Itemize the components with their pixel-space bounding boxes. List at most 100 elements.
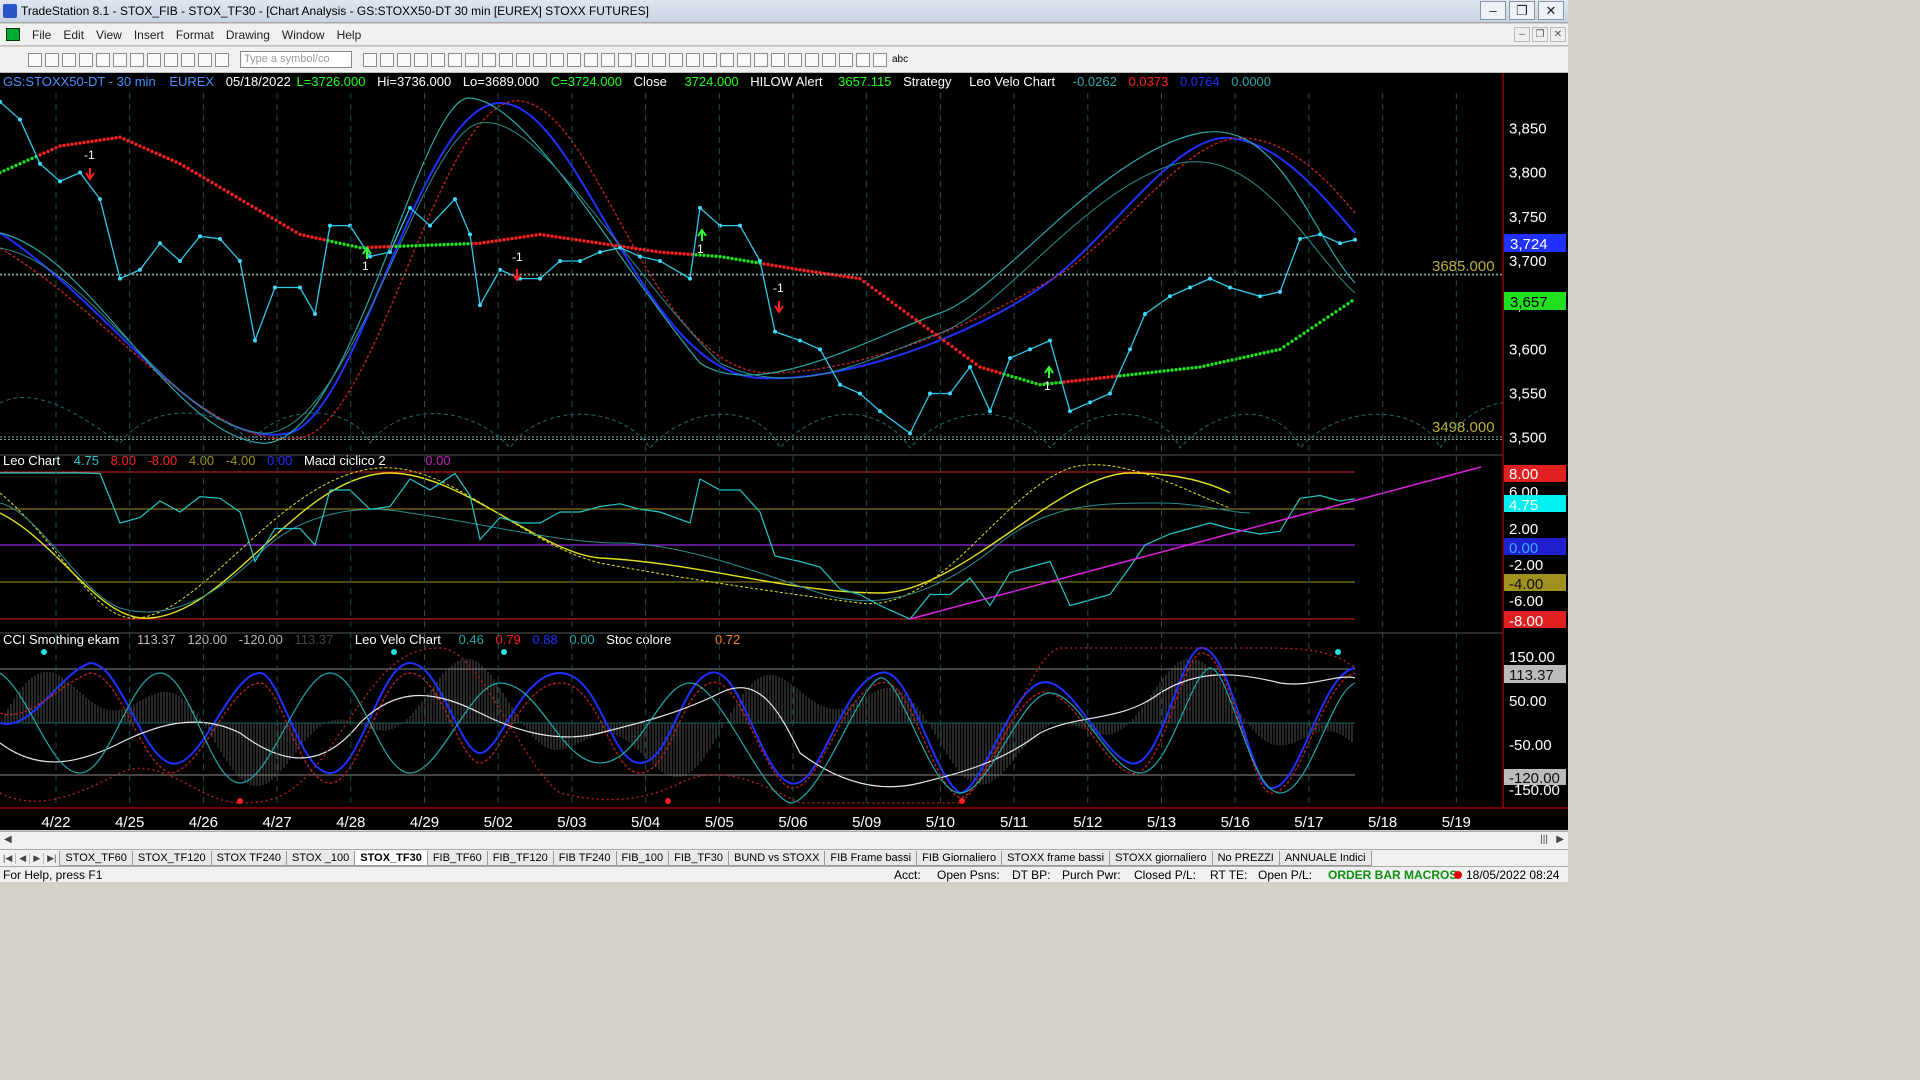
price-axis-tick: 3,750 xyxy=(1509,209,1547,226)
lock-icon[interactable] xyxy=(181,52,195,67)
menu-insert[interactable]: Insert xyxy=(133,27,164,42)
tab-fib-frame-bassi[interactable]: FIB Frame bassi xyxy=(824,850,918,866)
symbol-input[interactable]: Type a symbol/co xyxy=(240,51,352,68)
minimize-button[interactable]: – xyxy=(1480,1,1506,20)
tab-first-icon[interactable]: |◀ xyxy=(0,852,17,864)
tab-fib-tf240[interactable]: FIB TF240 xyxy=(552,850,617,866)
hline-icon[interactable] xyxy=(754,52,768,67)
close-button[interactable]: ✕ xyxy=(1538,1,1564,20)
menu-drawing[interactable]: Drawing xyxy=(225,27,270,42)
tab-stox-tf60[interactable]: STOX_TF60 xyxy=(59,850,133,866)
scroll-left-icon[interactable]: ◀ xyxy=(4,834,12,845)
candle-icon[interactable] xyxy=(550,52,564,67)
chart-window-icon[interactable] xyxy=(6,28,20,41)
strategy-icon[interactable] xyxy=(465,52,479,67)
lookup-icon[interactable] xyxy=(380,52,394,67)
tab-fib-giornaliero[interactable]: FIB Giornaliero xyxy=(916,850,1003,866)
compress-icon[interactable] xyxy=(584,52,598,67)
crosshair-icon[interactable] xyxy=(669,52,683,67)
tab-stox-100[interactable]: STOX _100 xyxy=(286,850,356,866)
arrow-down-icon[interactable] xyxy=(822,52,836,67)
globe-icon[interactable] xyxy=(215,52,229,67)
tab-next-icon[interactable]: ▶ xyxy=(30,852,45,864)
data-window-icon[interactable] xyxy=(703,52,717,67)
menu-view[interactable]: View xyxy=(96,27,122,42)
print-preview-icon[interactable] xyxy=(130,52,144,67)
fib-icon[interactable] xyxy=(788,52,802,67)
price-point xyxy=(18,117,22,122)
chart-area[interactable]: -1 1 -1 1 -1 1 GS:STOXX50-DT - 30 min EU… xyxy=(0,73,1568,831)
horizontal-scrollbar[interactable]: ◀ ||| ▶ xyxy=(0,831,1568,849)
scroll-thumb[interactable]: ||| xyxy=(1540,834,1548,845)
go-icon[interactable] xyxy=(363,52,377,67)
tab-fib-100[interactable]: FIB_100 xyxy=(615,850,670,866)
open-icon[interactable] xyxy=(45,52,59,67)
menu-file[interactable]: File xyxy=(32,27,52,42)
menu-edit[interactable]: Edit xyxy=(63,27,85,42)
radar-icon[interactable] xyxy=(516,52,530,67)
chart-svg[interactable]: -1 1 -1 1 -1 1 GS:STOXX50-DT - 30 min EU… xyxy=(0,73,1568,831)
layout-icon[interactable] xyxy=(164,52,178,67)
ellipse-icon[interactable] xyxy=(856,52,870,67)
matrix-icon[interactable] xyxy=(482,52,496,67)
gann-icon[interactable] xyxy=(805,52,819,67)
new-icon[interactable] xyxy=(28,52,42,67)
indicator-icon[interactable] xyxy=(448,52,462,67)
restore-button[interactable]: ❐ xyxy=(1509,1,1535,20)
price-axis-tick: 3,800 xyxy=(1509,165,1547,182)
window-icon[interactable] xyxy=(147,52,161,67)
table-icon[interactable] xyxy=(431,52,445,67)
pen-icon[interactable] xyxy=(720,52,734,67)
hilow-dot xyxy=(458,242,462,246)
grid-icon[interactable] xyxy=(414,52,428,67)
channel-icon[interactable] xyxy=(771,52,785,67)
print-icon[interactable] xyxy=(113,52,127,67)
tab-stox-tf30[interactable]: STOX_TF30 xyxy=(354,850,428,866)
tab-stoxx-frame-bassi[interactable]: STOXX frame bassi xyxy=(1001,850,1111,866)
tab-fib-tf120[interactable]: FIB_TF120 xyxy=(486,850,554,866)
scanner-icon[interactable] xyxy=(499,52,513,67)
tab-fib-tf30[interactable]: FIB_TF30 xyxy=(668,850,730,866)
zoom-in-icon[interactable] xyxy=(618,52,632,67)
hilow-dot xyxy=(438,243,442,247)
tab-prev-icon[interactable]: ◀ xyxy=(16,852,31,864)
date-axis-label: 5/10 xyxy=(926,814,955,830)
tab-stox-tf120[interactable]: STOX_TF120 xyxy=(131,850,212,866)
tab-stox-tf240[interactable]: STOX TF240 xyxy=(210,850,287,866)
hilow-dot xyxy=(46,149,50,154)
text-tool-icon[interactable]: abc xyxy=(892,54,909,65)
line-icon[interactable] xyxy=(567,52,581,67)
menu-window[interactable]: Window xyxy=(281,27,325,42)
expand-icon[interactable] xyxy=(601,52,615,67)
tab-no-prezzi[interactable]: No PREZZI xyxy=(1211,850,1280,866)
folder-icon[interactable] xyxy=(96,52,110,67)
mdi-restore-button[interactable]: ❐ xyxy=(1532,27,1548,42)
cursor-icon[interactable] xyxy=(652,52,666,67)
price-point xyxy=(578,258,582,263)
hilow-dot xyxy=(1166,368,1170,373)
tab-fib-tf60[interactable]: FIB_TF60 xyxy=(426,850,488,866)
tab-stoxx-giornaliero[interactable]: STOXX giornaliero xyxy=(1109,850,1213,866)
tab-bund-vs-stoxx[interactable]: BUND vs STOXX xyxy=(728,850,826,866)
tools-icon[interactable] xyxy=(686,52,700,67)
trendline-icon[interactable] xyxy=(737,52,751,67)
tab-last-icon[interactable]: ▶| xyxy=(44,852,61,864)
save-icon[interactable] xyxy=(62,52,76,67)
mdi-close-button[interactable]: ✕ xyxy=(1550,27,1566,42)
save-all-icon[interactable] xyxy=(79,52,93,67)
menu-help[interactable]: Help xyxy=(336,27,362,42)
rectangle-icon[interactable] xyxy=(873,52,887,67)
hilow-dot xyxy=(1046,382,1050,386)
scroll-right-icon[interactable]: ▶ xyxy=(1556,834,1564,845)
order-bar-macros[interactable]: ORDER BAR MACROS xyxy=(1328,868,1458,882)
hilow-dot xyxy=(422,243,426,248)
mdi-minimize-button[interactable]: – xyxy=(1514,27,1530,42)
chart-icon[interactable] xyxy=(397,52,411,67)
bar-icon[interactable] xyxy=(533,52,547,67)
link-icon[interactable] xyxy=(198,52,212,67)
zoom-out-icon[interactable] xyxy=(635,52,649,67)
tab-annuale-indici[interactable]: ANNUALE Indici xyxy=(1278,850,1372,866)
hilow-dot xyxy=(306,234,310,238)
menu-format[interactable]: Format xyxy=(175,27,214,42)
arrow-up-icon[interactable] xyxy=(839,52,853,67)
